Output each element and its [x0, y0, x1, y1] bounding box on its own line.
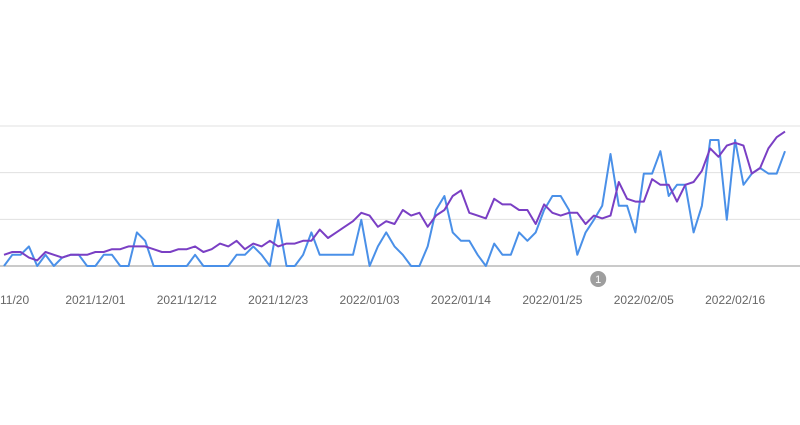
annotation-badge-circle: [590, 271, 607, 287]
annotation-badge[interactable]: 1: [590, 271, 607, 287]
series-lines: [3, 130, 786, 267]
x-tick-label: 2021/12/23: [248, 293, 308, 307]
x-tick-label: 2021/12/12: [157, 293, 217, 307]
x-tick-label: 11/20: [0, 293, 29, 307]
x-tick-label: 2021/12/01: [65, 293, 125, 307]
series-line-1[interactable]: [3, 130, 786, 262]
series-line-0[interactable]: [3, 139, 786, 267]
x-tick-label: 2022/02/16: [705, 293, 765, 307]
x-tick-label: 2022/02/05: [614, 293, 674, 307]
annotations: 1: [590, 271, 607, 287]
x-tick-label: 2022/01/03: [340, 293, 400, 307]
gridlines: [0, 125, 800, 267]
x-tick-label: 2022/01/25: [522, 293, 582, 307]
x-axis-ticks: 11/20 2021/12/01 2021/12/12 2021/12/23 2022/…: [0, 293, 766, 307]
x-tick-label: 2022/01/14: [431, 293, 491, 307]
annotation-badge-label: 1: [595, 274, 601, 286]
